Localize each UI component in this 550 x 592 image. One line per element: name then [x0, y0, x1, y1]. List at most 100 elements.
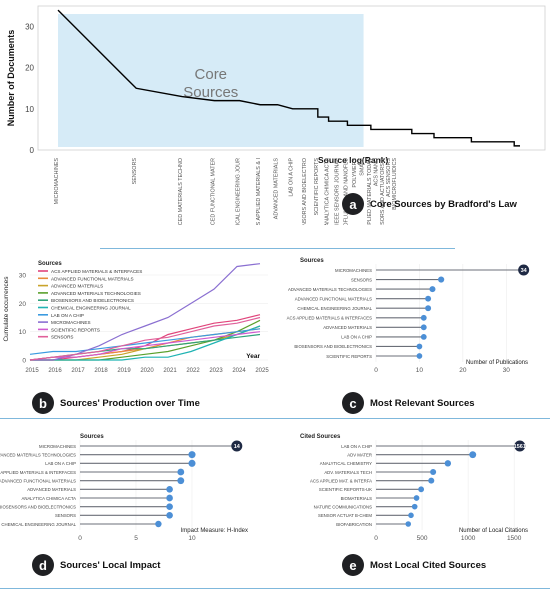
lollipop-dot — [166, 486, 173, 493]
impact-chart: 0 5 10 Sources MICROMACHINES 14 ADVANCED MATER… — [0, 434, 248, 542]
lollipop-dot — [177, 468, 185, 476]
category-label: ADVANCED MATERIALS — [27, 487, 76, 492]
lollipop-dot — [420, 314, 427, 321]
value-label: 1561 — [514, 444, 526, 450]
x-tick-label: APPLIED MATERIALS TODAY — [367, 158, 373, 225]
x-tick-label: ACS NANO — [374, 158, 380, 186]
x-axis-label: Number of Local Citations — [459, 528, 528, 534]
badge-caption: Most Local Cited Sources — [370, 559, 487, 571]
x-tick-label: 2015 — [25, 368, 39, 374]
production-chart: 0 10 20 30 2015 2016 2017 2018 2019 2020 2021 2022 2… — [3, 261, 269, 374]
lollipop-dot — [188, 459, 196, 467]
relevant-panel: 0 10 20 30 Sources MICROMACHINES 34 SENSORS ADVA… — [280, 252, 545, 392]
x-tick-label: SCIENTIFIC REPORTS — [314, 158, 320, 216]
x-axis-label: Impact Measure: H-Index — [181, 528, 248, 534]
y-tick-label: 20 — [19, 301, 27, 308]
category-label: BIOSENSORS AND BIOELECTRONICS — [294, 344, 372, 349]
category-label: ADV. MATERIALS TECH — [324, 470, 372, 475]
lollipop-dot — [518, 264, 530, 276]
lollipop-dot — [166, 494, 173, 502]
badge-caption: Most Relevant Sources — [370, 397, 475, 409]
x-tick-label: 2016 — [48, 368, 62, 374]
category-label: ANALYTICAL CHEMISTRY — [320, 461, 372, 466]
legend-label: MICROMACHINES — [51, 320, 91, 325]
axis-title: Sources — [300, 258, 324, 264]
legend-label: BIOSENSORS AND BIOELECTRONICS — [51, 298, 134, 303]
x-tick-label: 1000 — [461, 535, 476, 542]
category-label: ADVANCED MATERIALS TECHNOLOGIES — [288, 287, 372, 292]
category-label: SCIENTIFIC REPORTS-UK — [319, 487, 372, 492]
lollipop-dot — [166, 512, 173, 519]
category-label: CHEMICAL ENGINEERING JOURNAL — [297, 306, 372, 311]
divider — [0, 418, 550, 419]
y-tick-label: 0 — [30, 146, 35, 155]
lollipop-dot — [413, 495, 420, 501]
lollipop-dot — [231, 440, 243, 452]
y-tick-label: 10 — [25, 105, 34, 114]
lollipop-dot — [416, 343, 423, 350]
bradford-panel: Core Sources 0 10 20 30 Number of Documents Sou… — [0, 0, 550, 243]
divider — [0, 588, 550, 589]
core-label-2: Sources — [183, 84, 238, 101]
x-axis-label: Source log(Rank) — [318, 155, 389, 165]
lollipop-dot — [166, 503, 173, 510]
badge-caption: Sources' Local Impact — [60, 559, 161, 571]
badge-letter: a — [342, 193, 364, 215]
category-label: ACS APPLIED MATERIALS & INTERFACES — [287, 316, 373, 321]
category-label: SCIENTIFIC REPORTS — [326, 354, 372, 359]
lollipop-dot — [425, 295, 432, 302]
badge-b: b Sources' Production over Time — [32, 392, 200, 414]
production-panel: 0 10 20 30 2015 2016 2017 2018 2019 2020 2021 2022 2… — [0, 252, 275, 392]
x-tick-label: SENSORS AND ACTUATORS B — [380, 158, 386, 225]
series-line — [30, 263, 261, 361]
x-tick-label: 30 — [503, 367, 511, 374]
x-tick-label: 2021 — [163, 368, 177, 374]
legend-label: ADVANCED MATERIALS — [51, 284, 103, 289]
x-tick-label: 0 — [374, 367, 378, 374]
x-tick-label: MICROMACHINES — [54, 158, 60, 205]
x-tick-label: 0 — [78, 535, 82, 542]
lollipop-dot — [514, 440, 526, 452]
badge-d: d Sources' Local Impact — [32, 554, 160, 576]
badge-c: c Most Relevant Sources — [342, 392, 475, 414]
x-tick-label: ACS SENSORS — [386, 158, 392, 197]
x-tick-label: 2024 — [232, 368, 246, 374]
lollipop-dot — [444, 460, 452, 467]
legend-title: Sources — [38, 261, 62, 267]
x-tick-label: POLYMERS — [352, 158, 358, 188]
x-tick-label: BIOMICROFLUIDICS — [392, 158, 398, 210]
series-line — [30, 325, 261, 361]
x-axis-label: Year — [246, 353, 260, 360]
x-tick-label: ADVANCED MATERIALS — [274, 158, 280, 220]
legend-label: ADVANCED MATERIALS TECHNOLOGIES — [51, 291, 141, 296]
category-label: LAB ON A CHIP — [341, 444, 372, 449]
category-label: ADV MATER — [347, 452, 372, 457]
badge-caption: Core Sources by Bradford's Law — [370, 198, 517, 210]
x-tick-label: 0 — [374, 535, 378, 542]
x-tick-label: ADVANCED MATERIALS TECHNO — [178, 158, 184, 225]
y-tick-label: 0 — [22, 358, 26, 365]
x-tick-label: 2023 — [209, 368, 223, 374]
x-tick-label: ACS APPLIED MATERIALS & I — [256, 158, 262, 225]
series-line — [29, 316, 261, 361]
lollipop-dot — [177, 477, 185, 485]
lollipop-dot — [420, 324, 427, 331]
x-tick-label: 1500 — [507, 535, 522, 542]
plot-frame — [37, 5, 546, 151]
divider — [100, 248, 455, 249]
legend-label: SCIENTIFIC REPORTS — [51, 327, 100, 332]
lollipop-dot — [416, 353, 423, 359]
lollipop-dot — [425, 305, 432, 312]
category-label: ACS APPLIED MATERIALS & INTERFACES — [0, 470, 76, 475]
category-label: MICROMACHINES — [335, 268, 372, 273]
legend-label: CHEMICAL ENGINEERING JOURNAL — [51, 306, 131, 311]
x-tick-label: ADVANCED FUNCTIONAL MATER — [210, 158, 216, 225]
x-tick-label: 2025 — [255, 368, 269, 374]
x-tick-label: 2022 — [186, 368, 200, 374]
category-label: LAB ON A CHIP — [45, 461, 76, 466]
badge-caption: Sources' Production over Time — [60, 397, 200, 409]
lollipop-dot — [411, 503, 418, 510]
x-tick-label: 2017 — [71, 368, 85, 374]
lollipop-dot — [420, 333, 427, 340]
x-tick-label: CHEMICAL ENGINEERING JOUR — [236, 158, 242, 225]
